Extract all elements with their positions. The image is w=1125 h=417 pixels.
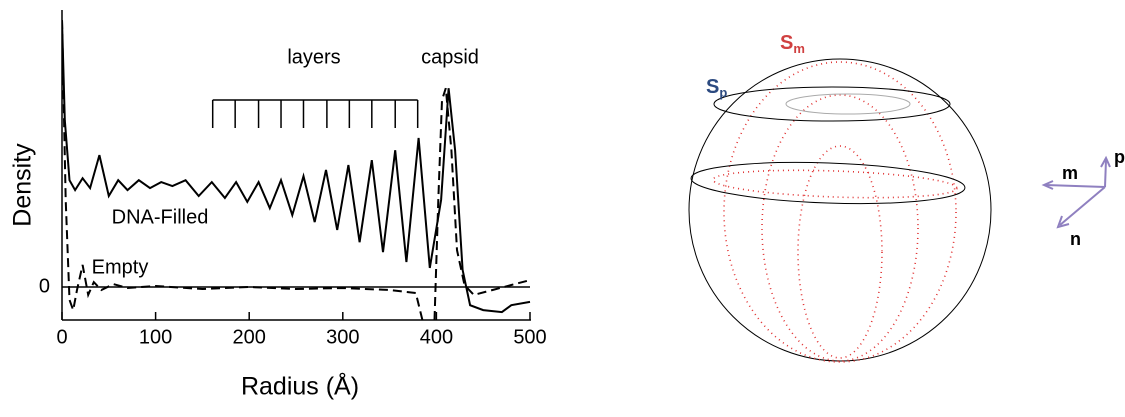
- series-label: DNA-Filled: [112, 206, 209, 228]
- annotation: layers: [287, 46, 340, 68]
- vector-label: n: [1070, 229, 1081, 249]
- x-axis-label: Radius (Å): [241, 371, 359, 401]
- sphere-diagram: Sp Sm p m n: [688, 32, 1125, 363]
- vector-label: p: [1114, 147, 1125, 167]
- equator: [690, 161, 966, 205]
- parallel-circle: [713, 86, 951, 122]
- x-tick-label: 400: [420, 326, 453, 348]
- x-tick-label: 100: [139, 326, 172, 348]
- meridian-circle: [761, 94, 919, 362]
- x-tick-label: 500: [513, 326, 546, 348]
- meridian-circle: [723, 61, 957, 363]
- x-tick-label: 300: [326, 326, 359, 348]
- y-axis-label: Density: [9, 143, 37, 227]
- sphere-label: Sp: [706, 76, 727, 100]
- y-tick-label: 0: [39, 275, 50, 297]
- data-line: [62, 20, 531, 314]
- meridian-circle: [797, 145, 883, 359]
- data-line: [62, 20, 531, 320]
- density-chart: Radius (Å) Density layers capsid 0 100 200…: [9, 10, 547, 401]
- sphere-label: Sm: [780, 32, 805, 56]
- annotation: capsid: [421, 46, 479, 68]
- vector-label: m: [1062, 163, 1078, 183]
- vectors: [1041, 155, 1111, 229]
- equator-dotted: [712, 169, 958, 199]
- x-tick-label: 0: [56, 326, 67, 348]
- sphere: [688, 58, 992, 362]
- inner-circle: [785, 93, 911, 115]
- x-tick-label: 200: [233, 326, 266, 348]
- series-label: Empty: [92, 256, 149, 278]
